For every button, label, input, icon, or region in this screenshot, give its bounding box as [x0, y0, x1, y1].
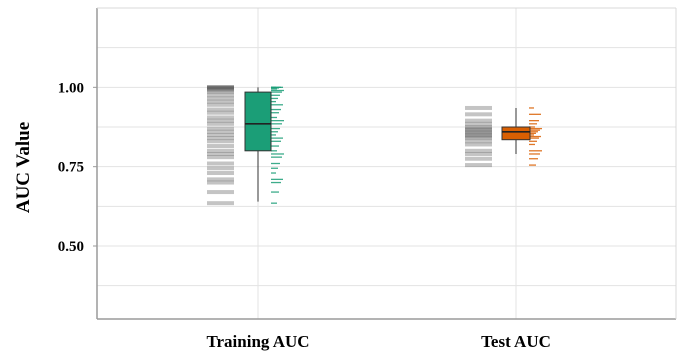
y-tick-label: 0.75 — [58, 160, 84, 176]
strip-point — [465, 132, 492, 137]
strip-point — [207, 180, 234, 185]
strip-point — [207, 110, 234, 115]
strip-point — [207, 86, 234, 91]
data-strips — [207, 85, 542, 206]
strip-point — [207, 201, 234, 206]
y-tick-labels: 0.50 0.75 1.00 — [58, 80, 97, 255]
strip-point — [465, 136, 492, 141]
strip-point — [465, 163, 492, 168]
strip-point — [465, 118, 492, 123]
strip-point — [207, 136, 234, 141]
strip-point — [207, 99, 234, 104]
strip-point — [465, 125, 492, 130]
strip-point — [207, 139, 234, 144]
strip-point — [207, 151, 234, 156]
strip-point — [465, 121, 492, 126]
strip-point — [207, 90, 234, 95]
strip-point — [207, 96, 234, 101]
strip-point — [207, 190, 234, 195]
strip-point — [465, 105, 492, 110]
strip-point — [207, 93, 234, 98]
strip-point — [465, 129, 492, 134]
strip-point — [207, 148, 234, 153]
strip-point — [207, 161, 234, 166]
strip-point — [207, 88, 234, 93]
strip-point — [207, 129, 234, 134]
box — [501, 126, 531, 141]
strip-point — [207, 171, 234, 176]
strip-point — [207, 126, 234, 131]
strip-point — [207, 177, 234, 182]
strip-point — [465, 142, 492, 147]
x-category-label: Training AUC — [206, 332, 309, 351]
y-tick-label: 0.50 — [58, 239, 84, 255]
strip-point — [465, 139, 492, 144]
category-labels: Training AUC Test AUC — [206, 332, 550, 351]
y-axis-title: AUC Value — [13, 122, 34, 213]
strip-point — [207, 85, 234, 90]
strip-point — [207, 102, 234, 107]
strip-point — [207, 85, 234, 90]
strip-point — [207, 107, 234, 112]
box-plots — [244, 87, 531, 202]
x-category-label: Test AUC — [481, 332, 551, 351]
strip-point — [207, 85, 234, 90]
grid-lines — [97, 8, 676, 319]
y-tick-label: 1.00 — [58, 80, 84, 96]
strip-point — [207, 132, 234, 137]
strip-point — [207, 85, 234, 90]
strip-point — [465, 131, 492, 136]
box — [244, 91, 272, 152]
axes — [96, 7, 677, 320]
strip-point — [465, 151, 492, 156]
strip-point — [465, 148, 492, 153]
strip-point — [207, 144, 234, 149]
strip-point — [465, 126, 492, 131]
strip-point — [465, 112, 492, 117]
strip-point — [465, 156, 492, 161]
strip-point — [207, 155, 234, 160]
strip-point — [207, 115, 234, 120]
strip-point — [207, 118, 234, 123]
strip-point — [207, 121, 234, 126]
strip-point — [465, 134, 492, 139]
strip-point — [465, 128, 492, 133]
strip-point — [207, 166, 234, 171]
